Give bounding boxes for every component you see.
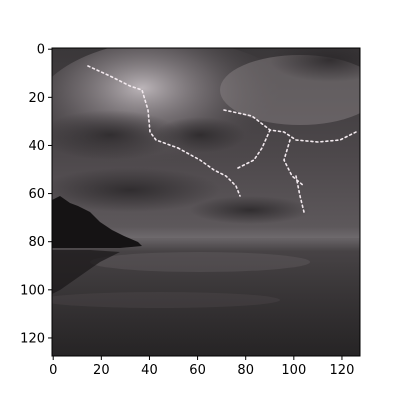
x-tick-label: 100: [281, 363, 306, 378]
y-tick-label: 100: [20, 283, 45, 298]
x-tick-label: 20: [93, 363, 110, 378]
lightning-bolt-branch-1: [237, 129, 271, 169]
tree-reflection: [52, 250, 120, 294]
y-tick-label: 80: [28, 235, 45, 250]
y-tick-label: 120: [20, 331, 45, 346]
lightning-bolt-branch-2: [283, 139, 305, 187]
lightning-bolts: [87, 65, 357, 213]
y-tick-label: 0: [37, 43, 45, 58]
lightning-bolt-main: [87, 65, 179, 149]
image-area: [52, 48, 360, 356]
x-tick-label: 120: [330, 363, 355, 378]
cloud-dark-lower: [52, 168, 220, 212]
x-tick-label: 60: [189, 363, 206, 378]
cloud-dark-left: [52, 110, 180, 160]
cloud-dark-center: [155, 117, 245, 153]
tree-silhouette: [52, 196, 142, 248]
y-tick-label: 20: [28, 91, 45, 106]
x-tick-label: 40: [141, 363, 158, 378]
y-tick-label: 40: [28, 139, 45, 154]
y-axis-ticks: 0 20 40 60 80 100 120: [20, 43, 52, 346]
axes-frame: [51, 47, 361, 357]
y-tick-label: 60: [28, 187, 45, 202]
cloud-dark-top-right: [270, 48, 360, 82]
x-tick-label: 80: [237, 363, 254, 378]
x-tick-label: 0: [49, 363, 57, 378]
x-axis-ticks: 0 20 40 60 80 100 120: [49, 356, 354, 378]
reflection-band-1: [90, 252, 310, 272]
lightning-bolt-right: [223, 109, 357, 143]
lightning-bolt-branch-3: [295, 175, 305, 213]
reflection-band-2: [52, 292, 280, 308]
lightning-bolt-center: [177, 147, 241, 197]
cloud-dark-horizon: [190, 196, 310, 224]
